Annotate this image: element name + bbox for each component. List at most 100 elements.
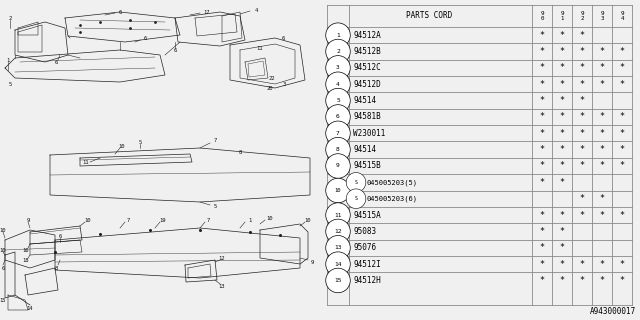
Text: *: * [579,162,584,171]
Text: 94514: 94514 [353,145,376,154]
Text: 11: 11 [334,212,342,218]
Text: *: * [579,276,584,285]
Text: *: * [559,80,564,89]
Text: 9: 9 [336,164,340,169]
Text: 7: 7 [336,131,340,136]
Text: 15: 15 [334,278,342,283]
Text: A943000017: A943000017 [589,307,636,316]
Text: 11: 11 [257,45,263,51]
Circle shape [326,88,350,113]
Text: 94512D: 94512D [353,80,381,89]
Text: *: * [559,178,564,187]
Text: *: * [620,260,625,268]
Text: *: * [579,112,584,122]
Text: *: * [620,47,625,56]
Text: *: * [559,162,564,171]
Circle shape [326,137,350,162]
Text: 6: 6 [336,115,340,119]
Text: 5: 5 [138,140,141,145]
Text: *: * [579,47,584,56]
Text: *: * [540,162,545,171]
Text: 7: 7 [213,139,216,143]
Text: 8: 8 [238,149,242,155]
Text: 94512I: 94512I [353,260,381,268]
Circle shape [326,39,350,64]
Text: *: * [540,243,545,252]
Text: 1: 1 [336,33,340,38]
Text: *: * [579,145,584,154]
Text: *: * [540,145,545,154]
Text: 15: 15 [0,298,6,302]
Circle shape [326,72,350,97]
Text: *: * [559,63,564,72]
Text: 18: 18 [23,258,29,262]
Text: *: * [540,129,545,138]
Text: 6: 6 [58,234,61,238]
Text: 5: 5 [336,98,340,103]
Text: *: * [540,96,545,105]
Text: *: * [540,63,545,72]
Text: 94581B: 94581B [353,112,381,122]
Text: 13: 13 [219,284,225,289]
Text: 8: 8 [54,266,58,270]
Circle shape [326,252,350,276]
Text: 94515B: 94515B [353,162,381,171]
Text: 22: 22 [269,76,275,81]
Text: *: * [540,112,545,122]
Text: 045005203(6): 045005203(6) [367,196,418,202]
Circle shape [326,23,350,47]
Text: 2: 2 [8,15,12,20]
Circle shape [326,56,350,80]
Text: 4: 4 [336,82,340,87]
Text: *: * [579,129,584,138]
Text: 5: 5 [8,83,12,87]
Text: 10: 10 [119,143,125,148]
Text: *: * [600,162,605,171]
Text: 045005203(5): 045005203(5) [367,179,418,186]
Text: 5: 5 [213,204,216,210]
Circle shape [346,189,366,209]
Text: *: * [620,129,625,138]
Text: 6: 6 [282,36,285,41]
Circle shape [326,219,350,244]
Text: *: * [540,260,545,268]
Circle shape [326,178,350,203]
Text: *: * [579,31,584,40]
Text: *: * [620,112,625,122]
Text: PARTS CORD: PARTS CORD [406,12,452,20]
Text: *: * [600,129,605,138]
Text: 14: 14 [334,262,342,267]
Text: *: * [600,260,605,268]
Text: *: * [620,80,625,89]
Text: *: * [579,80,584,89]
Text: 10: 10 [267,215,273,220]
Circle shape [326,154,350,178]
Text: *: * [600,145,605,154]
Text: *: * [559,227,564,236]
Text: 10: 10 [0,247,6,252]
Text: *: * [559,129,564,138]
Text: 94512A: 94512A [353,31,381,40]
Text: *: * [540,211,545,220]
Text: *: * [600,112,605,122]
Text: 12: 12 [219,257,225,261]
Text: *: * [620,276,625,285]
Text: 11: 11 [83,161,89,165]
Text: 20: 20 [267,85,273,91]
Text: *: * [540,80,545,89]
Text: *: * [559,260,564,268]
Text: 10: 10 [0,228,6,233]
Text: 94515A: 94515A [353,211,381,220]
Text: *: * [579,194,584,203]
Circle shape [326,268,350,293]
Text: *: * [559,243,564,252]
Text: 10: 10 [305,218,311,222]
Text: *: * [600,194,605,203]
Text: *: * [540,47,545,56]
Text: 6: 6 [143,36,147,41]
Text: 9
1: 9 1 [560,11,564,21]
Circle shape [326,236,350,260]
Text: 94512B: 94512B [353,47,381,56]
Text: *: * [579,96,584,105]
Text: 95076: 95076 [353,243,376,252]
